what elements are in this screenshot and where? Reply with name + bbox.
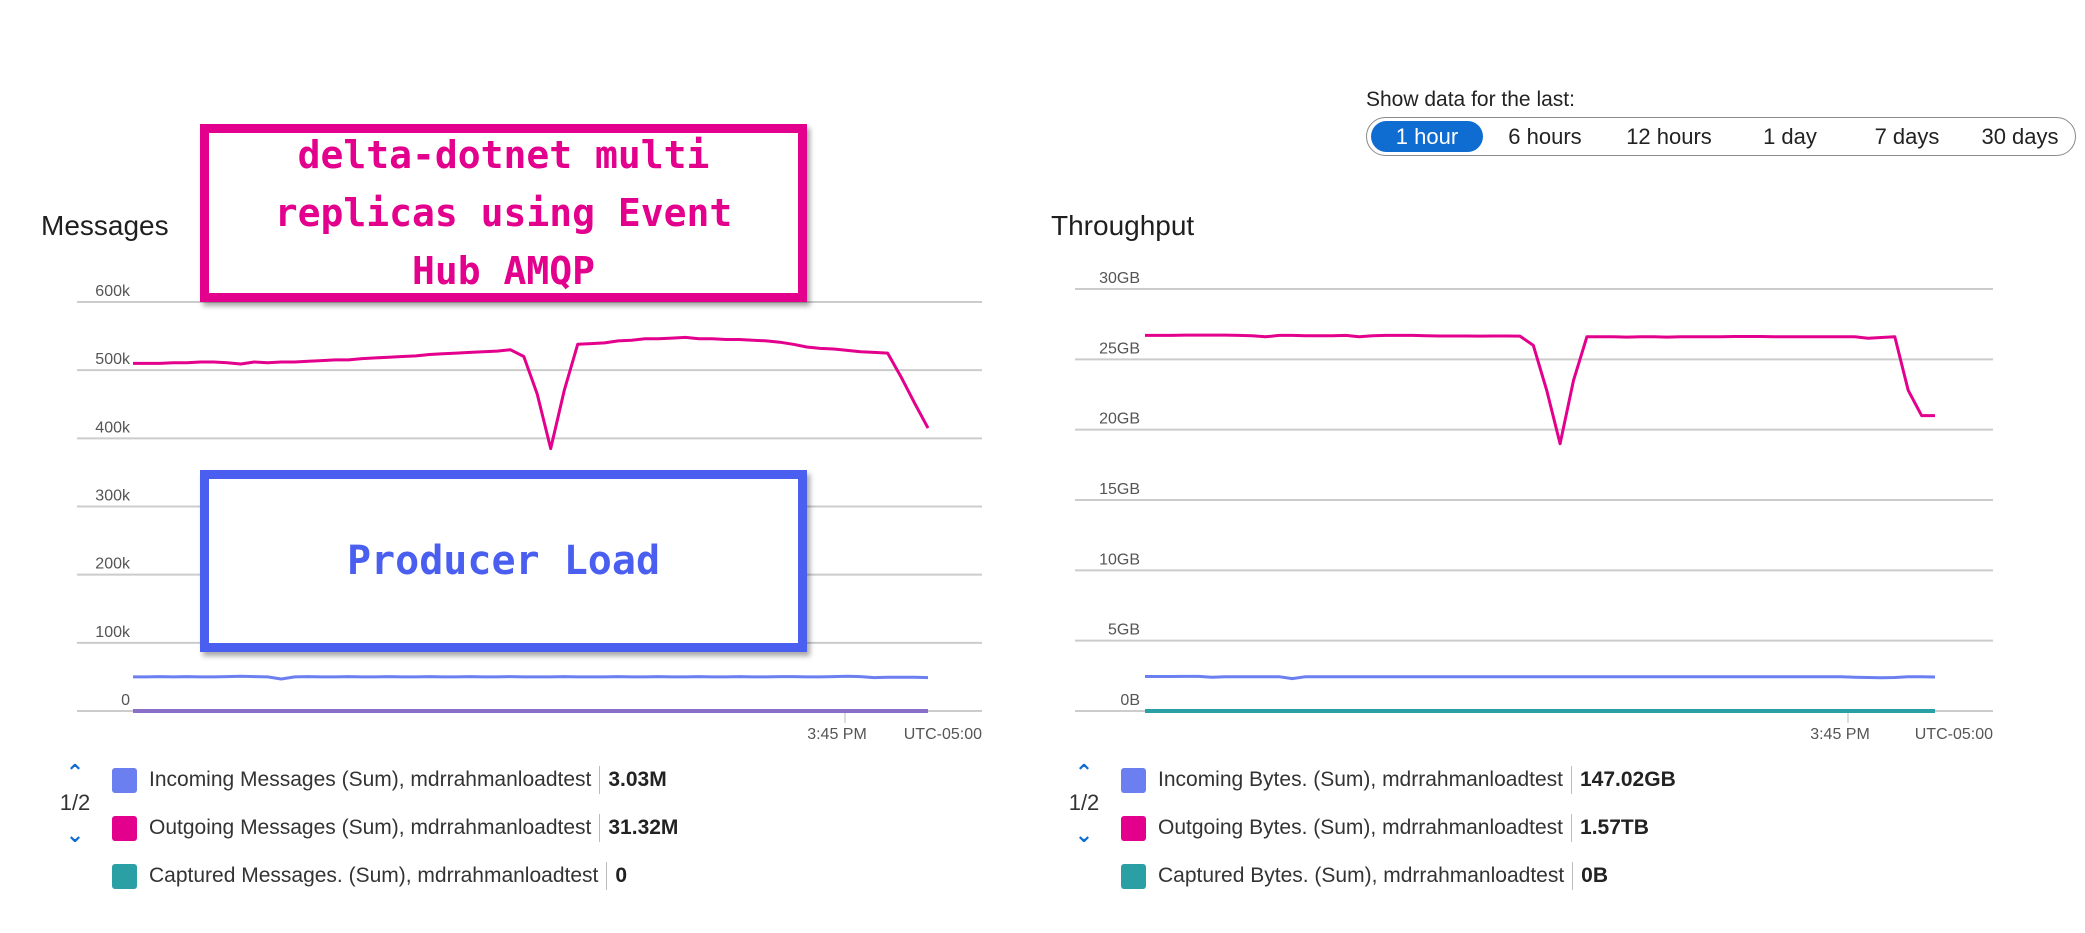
series-line-incoming	[1145, 674, 1936, 681]
y-tick-label: 300k	[95, 488, 131, 505]
legend-swatch	[112, 863, 137, 889]
range-7-days-button[interactable]: 7 days	[1874, 124, 1940, 149]
y-tick-label: 10GB	[1099, 551, 1140, 568]
y-tick-label: 600k	[95, 283, 131, 300]
legend-item-incoming-bytes[interactable]: Incoming Bytes. (Sum), mdrrahmanloadtest…	[1121, 765, 1676, 795]
range-1-hour-button[interactable]: 1 hour	[1371, 121, 1483, 152]
y-tick-label: 15GB	[1099, 481, 1140, 498]
legend-label: Captured Messages. (Sum), mdrrahmanloadt…	[149, 864, 599, 887]
legend-pager: 1/2	[1068, 790, 1100, 815]
legend-swatch	[112, 815, 137, 841]
y-tick-label: 25GB	[1099, 340, 1140, 357]
legend-label: Incoming Bytes. (Sum), mdrrahmanloadtest	[1158, 768, 1563, 791]
legend-item-outgoing-messages[interactable]: Outgoing Messages (Sum), mdrrahmanloadte…	[112, 813, 678, 843]
legend-item-outgoing-bytes[interactable]: Outgoing Bytes. (Sum), mdrrahmanloadtest…	[1121, 813, 1649, 843]
series-line-incoming	[133, 674, 929, 681]
time-range-label: Show data for the last:	[1366, 88, 1575, 111]
x-tick-label: 3:45 PM	[1810, 726, 1870, 743]
messages-chart-title: Messages	[41, 210, 169, 241]
legend-page-up-icon[interactable]: ⌃	[1074, 760, 1094, 785]
legend-value: 3.03M	[608, 768, 667, 791]
legend-page-up-icon[interactable]: ⌃	[65, 760, 85, 785]
legend-value: 0B	[1581, 864, 1609, 887]
legend-value: 31.32M	[608, 816, 679, 839]
legend-value: 1.57TB	[1580, 816, 1649, 839]
y-tick-label: 200k	[95, 556, 131, 573]
range-1-day-button[interactable]: 1 day	[1763, 124, 1817, 149]
legend-swatch	[112, 767, 137, 793]
y-tick-label: 100k	[95, 624, 131, 641]
legend-swatch	[1121, 767, 1146, 793]
legend-value: 0	[615, 864, 628, 887]
messages-chart: 0 100k 200k 300k 400k 500k 600k 3:45 PM UTC-05:0…	[77, 283, 982, 743]
legend-item-incoming-messages[interactable]: Incoming Messages (Sum), mdrrahmanloadte…	[112, 765, 667, 795]
timezone-label: UTC-05:00	[904, 726, 982, 743]
legend-separator	[1571, 814, 1573, 842]
y-tick-label: 5GB	[1108, 622, 1140, 639]
legend-label: Outgoing Bytes. (Sum), mdrrahmanloadtest	[1158, 816, 1564, 839]
range-12-hours-button[interactable]: 12 hours	[1626, 124, 1712, 149]
legend-separator	[599, 814, 601, 842]
throughput-chart-title: Throughput	[1051, 210, 1195, 241]
legend-pager: 1/2	[59, 790, 91, 815]
y-tick-label: 400k	[95, 419, 131, 436]
y-tick-label: 20GB	[1099, 411, 1140, 428]
legend-separator	[599, 766, 601, 794]
time-range-selector: 1 hour 6 hours 12 hours 1 day 7 days 30 …	[1366, 117, 2076, 156]
y-tick-label: 500k	[95, 351, 131, 368]
series-line-outgoing	[133, 335, 930, 451]
legend-item-captured-bytes[interactable]: Captured Bytes. (Sum), mdrrahmanloadtest…	[1121, 861, 1608, 891]
x-tick-label: 3:45 PM	[807, 726, 867, 743]
legend-swatch	[1121, 815, 1146, 841]
y-tick-label: 0	[121, 692, 130, 709]
legend-label: Captured Bytes. (Sum), mdrrahmanloadtest	[1158, 864, 1565, 887]
series-line-outgoing	[1145, 333, 1935, 446]
timezone-label: UTC-05:00	[1915, 726, 1993, 743]
legend-page-down-icon[interactable]: ⌄	[1074, 822, 1094, 847]
legend-separator	[606, 862, 608, 890]
y-tick-label: 30GB	[1099, 270, 1140, 287]
legend-value: 147.02GB	[1580, 768, 1676, 791]
legend-swatch	[1121, 863, 1146, 889]
legend-separator	[1572, 862, 1574, 890]
range-30-days-button[interactable]: 30 days	[1981, 124, 2059, 149]
annotation-test-description: delta-dotnet multi replicas using Event …	[200, 124, 807, 302]
legend-label: Outgoing Messages (Sum), mdrrahmanloadte…	[149, 816, 592, 839]
range-6-hours-button[interactable]: 6 hours	[1508, 124, 1582, 149]
legend-page-down-icon[interactable]: ⌄	[65, 822, 85, 847]
y-tick-label: 0B	[1120, 692, 1140, 709]
legend-item-captured-messages[interactable]: Captured Messages. (Sum), mdrrahmanloadt…	[112, 861, 627, 891]
annotation-producer-load: Producer Load	[200, 470, 807, 652]
throughput-chart: 0B 5GB 10GB 15GB 20GB 25GB 30GB 3:45 PM UTC-05:0…	[1075, 270, 1993, 743]
legend-label: Incoming Messages (Sum), mdrrahmanloadte…	[149, 768, 592, 791]
legend-separator	[1571, 766, 1572, 794]
